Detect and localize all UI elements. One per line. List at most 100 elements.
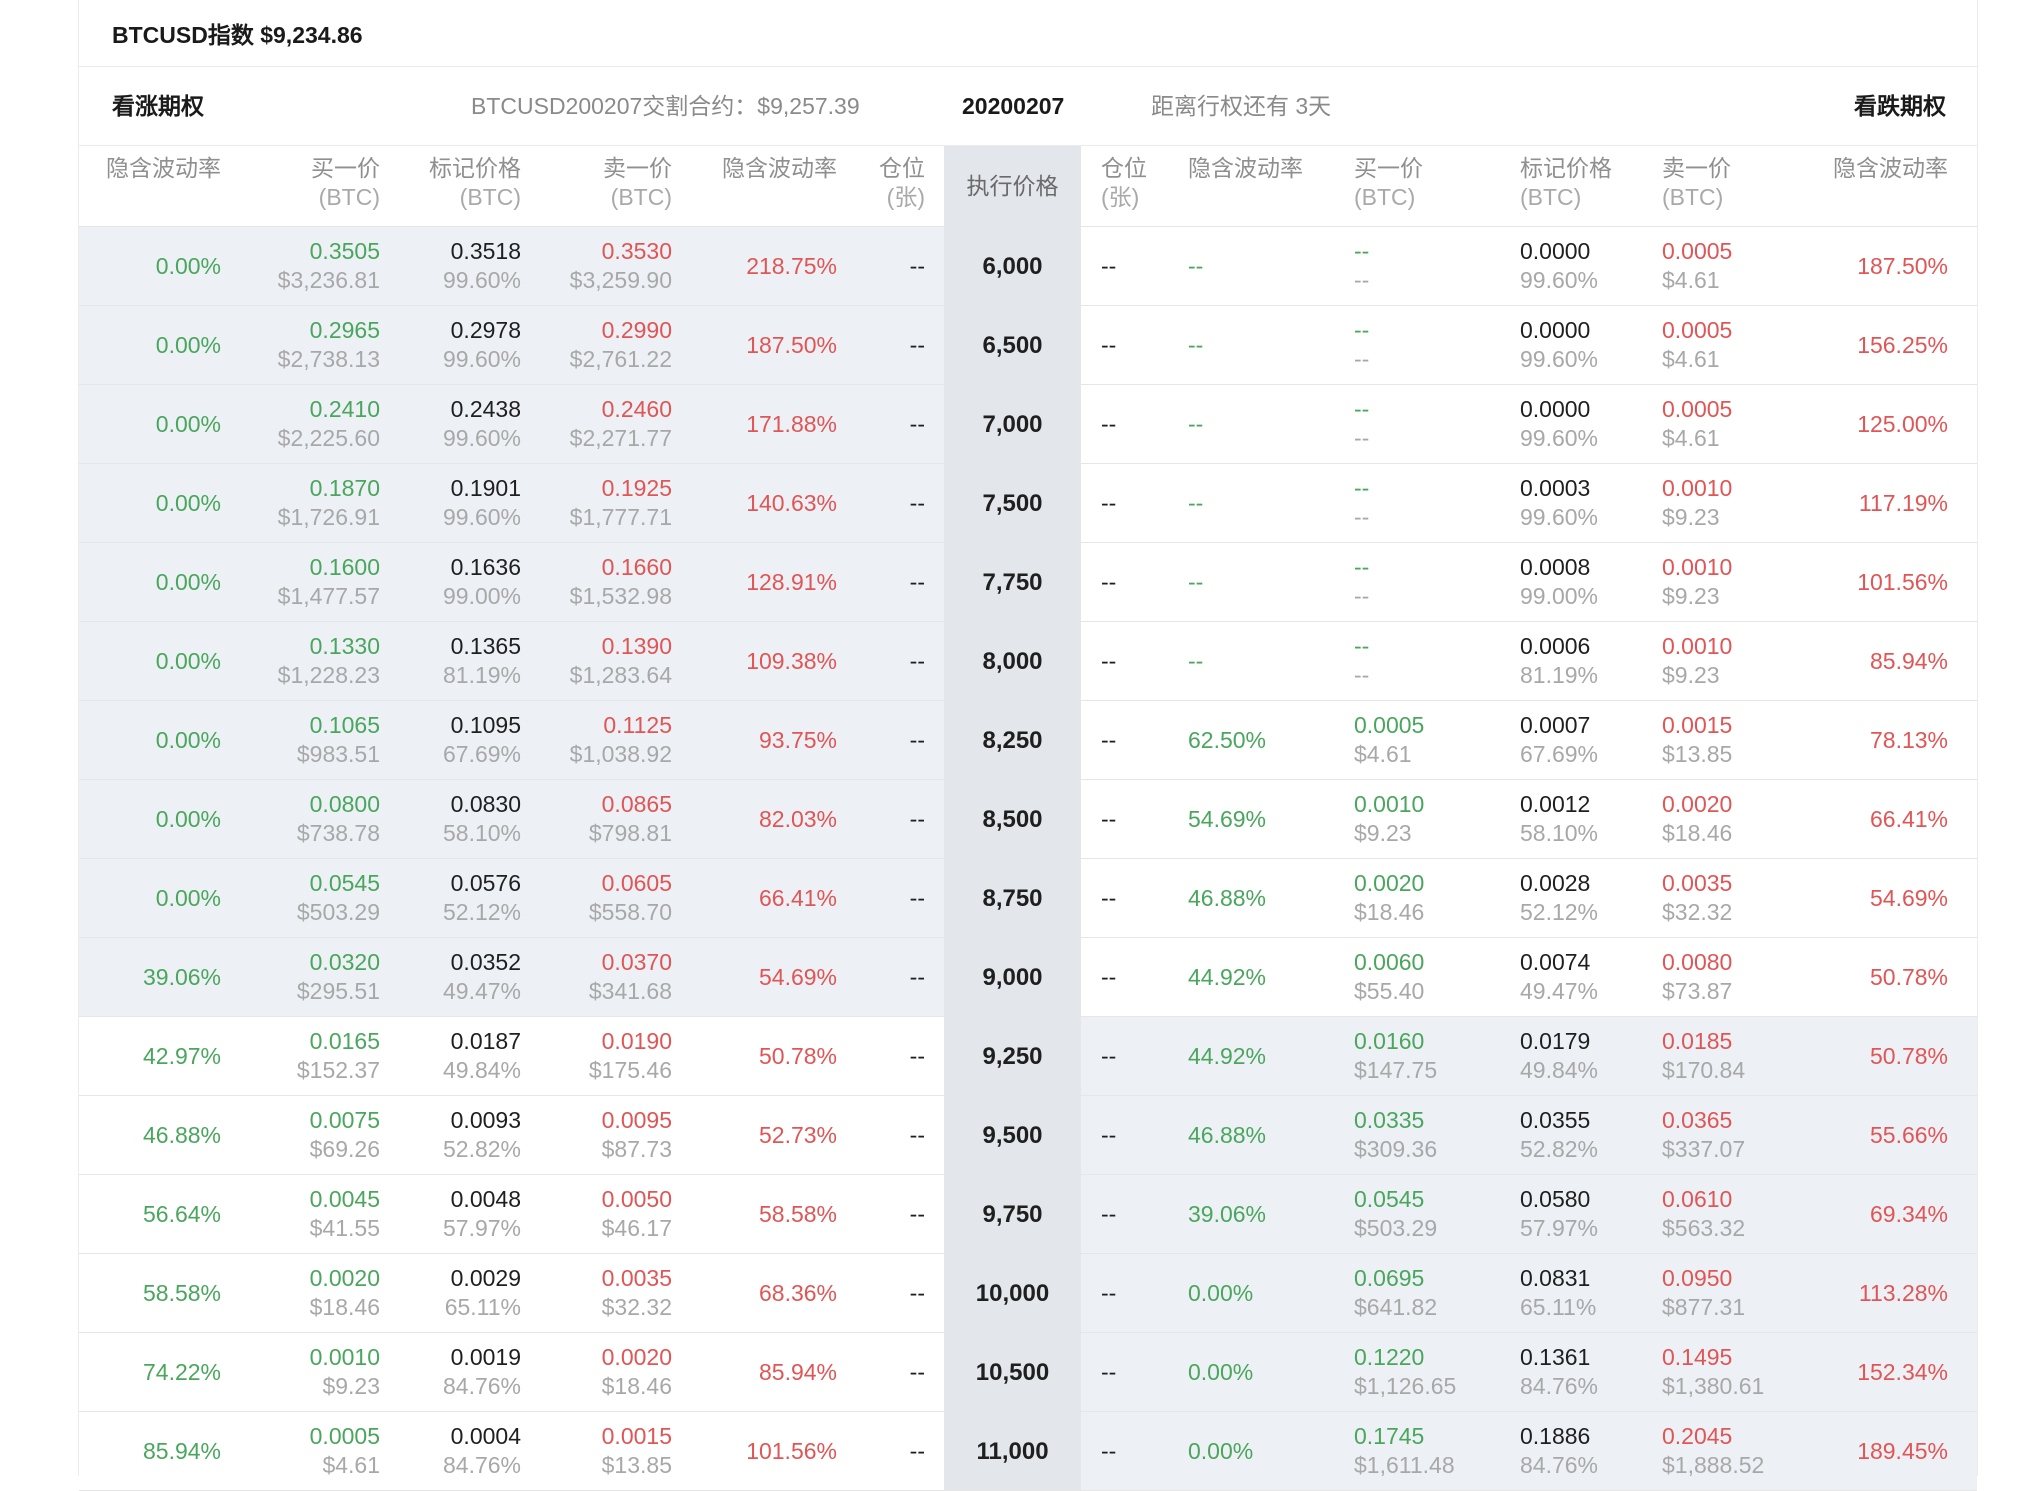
put-bid-price[interactable]: -- <box>1354 317 1370 343</box>
expiry-date[interactable]: 20200207 <box>962 93 1065 119</box>
call-bid-price[interactable]: 0.2410 <box>309 396 380 422</box>
put-ask-price[interactable]: 0.0005 <box>1662 238 1733 264</box>
put-bid-cell[interactable]: 0.0695 $641.82 <box>1354 1254 1437 1332</box>
put-bid-cell[interactable]: 0.0020 $18.46 <box>1354 859 1424 937</box>
call-ask-price[interactable]: 0.0050 <box>601 1186 672 1212</box>
call-ask-price[interactable]: 0.0095 <box>601 1107 672 1133</box>
call-bid-cell[interactable]: 0.0005 $4.61 <box>310 1412 380 1490</box>
call-bid-price[interactable]: 0.0165 <box>309 1028 380 1054</box>
call-bid-price[interactable]: 0.1600 <box>309 554 380 580</box>
call-bid-price[interactable]: 0.0800 <box>309 791 380 817</box>
call-ask-price[interactable]: 0.0370 <box>601 949 672 975</box>
put-bid-price[interactable]: -- <box>1354 554 1370 580</box>
put-ask-price[interactable]: 0.0185 <box>1662 1028 1733 1054</box>
put-bid-cell[interactable]: 0.0160 $147.75 <box>1354 1017 1437 1095</box>
put-ask-cell[interactable]: 0.0020 $18.46 <box>1662 780 1732 858</box>
put-ask-cell[interactable]: 0.0950 $877.31 <box>1662 1254 1745 1332</box>
call-ask-cell[interactable]: 0.1390 $1,283.64 <box>570 622 672 700</box>
call-ask-price[interactable]: 0.0015 <box>601 1423 672 1449</box>
call-ask-cell[interactable]: 0.2990 $2,761.22 <box>570 306 672 384</box>
call-ask-cell[interactable]: 0.2460 $2,271.77 <box>570 385 672 463</box>
put-ask-cell[interactable]: 0.0010 $9.23 <box>1662 622 1732 700</box>
put-bid-cell[interactable]: -- -- <box>1354 385 1369 463</box>
call-bid-cell[interactable]: 0.2410 $2,225.60 <box>278 385 380 463</box>
call-bid-cell[interactable]: 0.0320 $295.51 <box>297 938 380 1016</box>
put-bid-price[interactable]: 0.0695 <box>1354 1265 1425 1291</box>
put-bid-cell[interactable]: -- -- <box>1354 464 1369 542</box>
put-ask-price[interactable]: 0.0365 <box>1662 1107 1733 1133</box>
call-bid-price[interactable]: 0.0320 <box>309 949 380 975</box>
call-ask-price[interactable]: 0.1925 <box>601 475 672 501</box>
call-bid-price[interactable]: 0.3505 <box>309 238 380 264</box>
put-ask-cell[interactable]: 0.0010 $9.23 <box>1662 543 1732 621</box>
put-bid-cell[interactable]: 0.0005 $4.61 <box>1354 701 1424 779</box>
call-bid-cell[interactable]: 0.0800 $738.78 <box>297 780 380 858</box>
call-ask-price[interactable]: 0.1390 <box>601 633 672 659</box>
put-ask-price[interactable]: 0.0080 <box>1662 949 1733 975</box>
call-bid-cell[interactable]: 0.1065 $983.51 <box>297 701 380 779</box>
put-ask-price[interactable]: 0.0035 <box>1662 870 1733 896</box>
call-bid-price[interactable]: 0.1065 <box>309 712 380 738</box>
put-ask-price[interactable]: 0.0015 <box>1662 712 1733 738</box>
put-bid-price[interactable]: -- <box>1354 475 1370 501</box>
call-bid-price[interactable]: 0.0005 <box>309 1423 380 1449</box>
call-bid-cell[interactable]: 0.2965 $2,738.13 <box>278 306 380 384</box>
put-ask-cell[interactable]: 0.0010 $9.23 <box>1662 464 1732 542</box>
call-bid-cell[interactable]: 0.0010 $9.23 <box>310 1333 380 1411</box>
put-bid-cell[interactable]: 0.0060 $55.40 <box>1354 938 1424 1016</box>
put-bid-price[interactable]: 0.0545 <box>1354 1186 1425 1212</box>
put-ask-price[interactable]: 0.0005 <box>1662 396 1733 422</box>
call-bid-cell[interactable]: 0.0020 $18.46 <box>310 1254 380 1332</box>
call-ask-cell[interactable]: 0.0035 $32.32 <box>602 1254 672 1332</box>
put-ask-cell[interactable]: 0.0005 $4.61 <box>1662 385 1732 463</box>
put-ask-cell[interactable]: 0.0185 $170.84 <box>1662 1017 1745 1095</box>
put-bid-price[interactable]: 0.0020 <box>1354 870 1425 896</box>
call-bid-price[interactable]: 0.1870 <box>309 475 380 501</box>
call-bid-price[interactable]: 0.0020 <box>309 1265 380 1291</box>
call-ask-cell[interactable]: 0.3530 $3,259.90 <box>570 227 672 305</box>
call-ask-cell[interactable]: 0.0190 $175.46 <box>589 1017 672 1095</box>
call-ask-cell[interactable]: 0.0370 $341.68 <box>589 938 672 1016</box>
call-ask-price[interactable]: 0.1125 <box>603 712 672 738</box>
call-ask-price[interactable]: 0.0020 <box>601 1344 672 1370</box>
put-ask-cell[interactable]: 0.0365 $337.07 <box>1662 1096 1745 1174</box>
put-bid-cell[interactable]: 0.1220 $1,126.65 <box>1354 1333 1456 1411</box>
put-ask-cell[interactable]: 0.0015 $13.85 <box>1662 701 1732 779</box>
put-bid-cell[interactable]: 0.0545 $503.29 <box>1354 1175 1437 1253</box>
call-bid-cell[interactable]: 0.1870 $1,726.91 <box>278 464 380 542</box>
put-bid-price[interactable]: 0.0005 <box>1354 712 1425 738</box>
call-ask-cell[interactable]: 0.0095 $87.73 <box>602 1096 672 1174</box>
call-bid-price[interactable]: 0.2965 <box>309 317 380 343</box>
put-ask-price[interactable]: 0.0010 <box>1662 554 1733 580</box>
put-ask-cell[interactable]: 0.1495 $1,380.61 <box>1662 1333 1764 1411</box>
put-bid-price[interactable]: 0.1745 <box>1354 1423 1425 1449</box>
call-ask-price[interactable]: 0.2990 <box>601 317 672 343</box>
call-bid-cell[interactable]: 0.1600 $1,477.57 <box>278 543 380 621</box>
call-ask-price[interactable]: 0.0035 <box>601 1265 672 1291</box>
call-bid-cell[interactable]: 0.0075 $69.26 <box>310 1096 380 1174</box>
put-bid-cell[interactable]: -- -- <box>1354 622 1369 700</box>
call-bid-price[interactable]: 0.0010 <box>309 1344 380 1370</box>
call-ask-price[interactable]: 0.3530 <box>601 238 672 264</box>
call-ask-price[interactable]: 0.0190 <box>601 1028 672 1054</box>
put-bid-cell[interactable]: -- -- <box>1354 543 1369 621</box>
put-bid-cell[interactable]: -- -- <box>1354 306 1369 384</box>
call-ask-price[interactable]: 0.1660 <box>601 554 672 580</box>
call-bid-cell[interactable]: 0.3505 $3,236.81 <box>278 227 380 305</box>
put-bid-cell[interactable]: 0.0335 $309.36 <box>1354 1096 1437 1174</box>
put-ask-price[interactable]: 0.2045 <box>1662 1423 1733 1449</box>
put-bid-price[interactable]: 0.0160 <box>1354 1028 1425 1054</box>
put-bid-price[interactable]: 0.0060 <box>1354 949 1425 975</box>
put-ask-cell[interactable]: 0.0610 $563.32 <box>1662 1175 1745 1253</box>
put-ask-price[interactable]: 0.0010 <box>1662 475 1733 501</box>
call-bid-cell[interactable]: 0.0165 $152.37 <box>297 1017 380 1095</box>
put-bid-price[interactable]: 0.1220 <box>1354 1344 1425 1370</box>
put-bid-cell[interactable]: 0.0010 $9.23 <box>1354 780 1424 858</box>
call-ask-cell[interactable]: 0.0015 $13.85 <box>602 1412 672 1490</box>
call-ask-cell[interactable]: 0.0865 $798.81 <box>589 780 672 858</box>
call-ask-price[interactable]: 0.2460 <box>601 396 672 422</box>
call-bid-cell[interactable]: 0.1330 $1,228.23 <box>278 622 380 700</box>
put-ask-cell[interactable]: 0.0035 $32.32 <box>1662 859 1732 937</box>
put-bid-cell[interactable]: 0.1745 $1,611.48 <box>1354 1412 1455 1490</box>
call-bid-price[interactable]: 0.0045 <box>309 1186 380 1212</box>
